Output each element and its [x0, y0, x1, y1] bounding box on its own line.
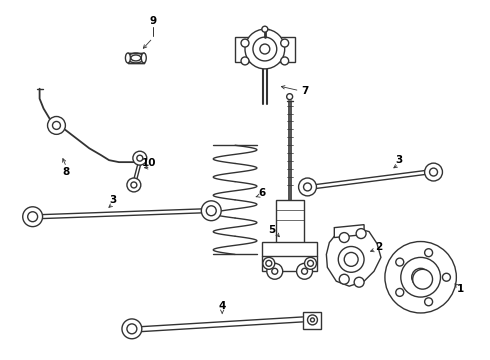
Text: 10: 10: [142, 158, 156, 168]
Ellipse shape: [141, 53, 147, 63]
Circle shape: [396, 288, 404, 296]
Circle shape: [442, 273, 450, 281]
Text: 1: 1: [457, 284, 464, 294]
Circle shape: [396, 258, 404, 266]
Circle shape: [122, 319, 142, 339]
Circle shape: [28, 212, 38, 222]
Text: 7: 7: [301, 86, 308, 96]
Circle shape: [127, 178, 141, 192]
Circle shape: [245, 29, 285, 69]
Circle shape: [344, 252, 358, 266]
Circle shape: [385, 242, 456, 313]
Circle shape: [308, 260, 314, 266]
Text: 2: 2: [375, 243, 383, 252]
Circle shape: [260, 44, 270, 54]
Circle shape: [356, 229, 366, 239]
Circle shape: [52, 121, 60, 129]
Circle shape: [133, 151, 147, 165]
Circle shape: [241, 57, 249, 65]
Circle shape: [253, 37, 277, 61]
Text: 9: 9: [149, 16, 156, 26]
Bar: [276, 200, 303, 249]
Circle shape: [281, 39, 289, 47]
Circle shape: [272, 268, 278, 274]
Circle shape: [263, 257, 275, 269]
Circle shape: [266, 260, 272, 266]
Circle shape: [425, 298, 433, 306]
Bar: [235, 37, 294, 62]
Circle shape: [201, 201, 221, 221]
Ellipse shape: [131, 55, 141, 61]
Circle shape: [303, 183, 312, 191]
Polygon shape: [326, 228, 381, 286]
Circle shape: [412, 268, 430, 286]
Text: 3: 3: [395, 155, 402, 165]
Circle shape: [131, 182, 137, 188]
Circle shape: [338, 247, 364, 272]
Text: 5: 5: [268, 225, 275, 235]
Circle shape: [308, 315, 318, 325]
Circle shape: [413, 269, 433, 289]
Circle shape: [137, 155, 143, 161]
Ellipse shape: [125, 53, 130, 63]
Circle shape: [425, 163, 442, 181]
Circle shape: [296, 264, 313, 279]
Circle shape: [401, 257, 441, 297]
Circle shape: [206, 206, 216, 216]
Text: 4: 4: [219, 301, 226, 311]
Circle shape: [298, 178, 317, 196]
Polygon shape: [302, 312, 321, 329]
Circle shape: [281, 57, 289, 65]
Circle shape: [425, 249, 433, 257]
Circle shape: [267, 264, 283, 279]
Circle shape: [127, 324, 137, 334]
Circle shape: [241, 39, 249, 47]
Ellipse shape: [128, 53, 144, 63]
Circle shape: [430, 168, 438, 176]
Polygon shape: [334, 225, 364, 238]
Circle shape: [339, 274, 349, 284]
Circle shape: [301, 268, 308, 274]
Circle shape: [354, 277, 364, 287]
Text: 6: 6: [258, 188, 266, 198]
Polygon shape: [262, 242, 318, 271]
Circle shape: [48, 117, 65, 134]
Text: 3: 3: [109, 195, 117, 205]
Circle shape: [262, 26, 268, 32]
Circle shape: [311, 318, 315, 322]
Circle shape: [305, 257, 317, 269]
Circle shape: [287, 94, 293, 100]
Bar: [128, 53, 144, 63]
Text: 8: 8: [63, 167, 70, 177]
Circle shape: [23, 207, 43, 227]
Circle shape: [339, 233, 349, 243]
